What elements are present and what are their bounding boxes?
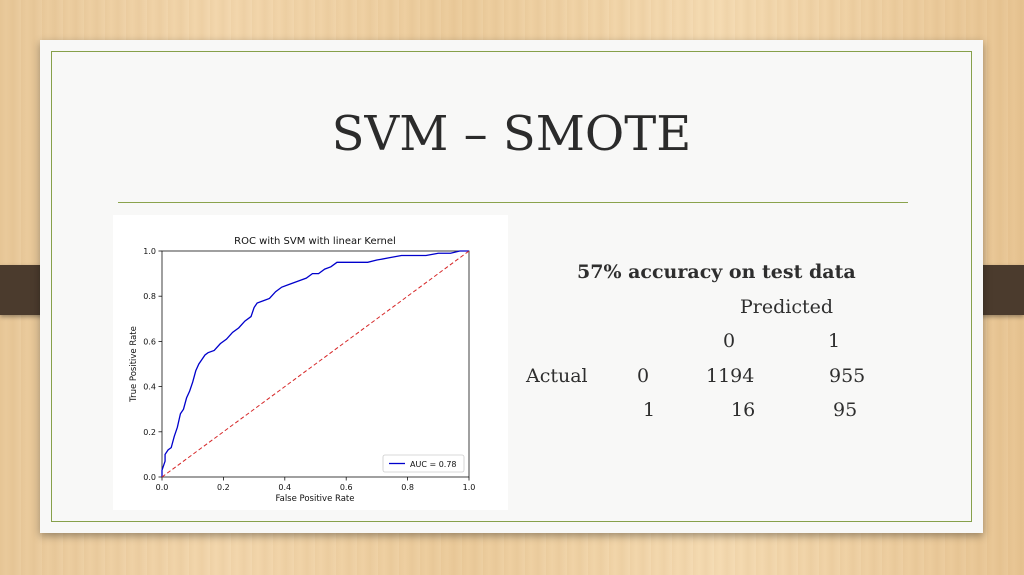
actual-label: Actual [526,365,588,387]
predicted-label: Predicted [740,296,834,318]
plot-frame [161,250,470,478]
slide-frame [51,51,972,522]
legend-label: AUC = 0.78 [410,460,457,469]
predicted-col-1: 1 [828,330,841,352]
chart-legend: AUC = 0.78 [382,454,465,473]
y-tick-label: 0.4 [143,383,156,392]
legend-box [382,454,465,473]
actual-row-1: 1 [643,399,656,421]
roc-chart: ROC with SVM with linear Kernel 0.0 0.2 0.… [113,215,508,510]
axis-ticks: 0.0 0.2 0.4 0.6 0.8 1.0 0.0 0.2 0.4 0.6 0.8 1.0 [143,247,475,492]
accuracy-text: 57% accuracy on test data [577,261,856,283]
cell-0-1: 955 [829,365,866,387]
cell-0-0: 1194 [706,365,755,387]
title-divider [118,202,908,203]
roc-curve-line [161,250,469,477]
actual-row-0: 0 [637,365,650,387]
y-tick-label: 0.2 [143,428,156,437]
chance-diagonal-line [161,250,470,478]
x-axis-label: False Positive Rate [276,494,355,504]
slide-card: SVM – SMOTE ROC with SVM with linear Ker… [40,40,983,533]
slide-title: SVM – SMOTE [331,106,692,162]
x-tick-label: 0.2 [217,483,230,492]
roc-svg: ROC with SVM with linear Kernel 0.0 0.2 0.… [129,236,475,504]
chart-title: ROC with SVM with linear Kernel [234,236,396,247]
x-tick-label: 0.6 [340,483,353,492]
x-tick-label: 1.0 [463,483,476,492]
cell-1-1: 95 [833,399,858,421]
y-tick-label: 0.0 [143,473,156,482]
y-axis-label: True Positive Rate [129,326,139,403]
predicted-col-0: 0 [723,330,736,352]
x-tick-label: 0.4 [278,483,291,492]
x-tick-label: 0.0 [156,483,169,492]
y-tick-label: 0.6 [143,337,156,346]
x-tick-label: 0.8 [401,483,414,492]
cell-1-0: 16 [731,399,756,421]
y-tick-label: 1.0 [143,247,156,256]
y-tick-label: 0.8 [143,292,156,301]
chart-lines [161,250,470,478]
